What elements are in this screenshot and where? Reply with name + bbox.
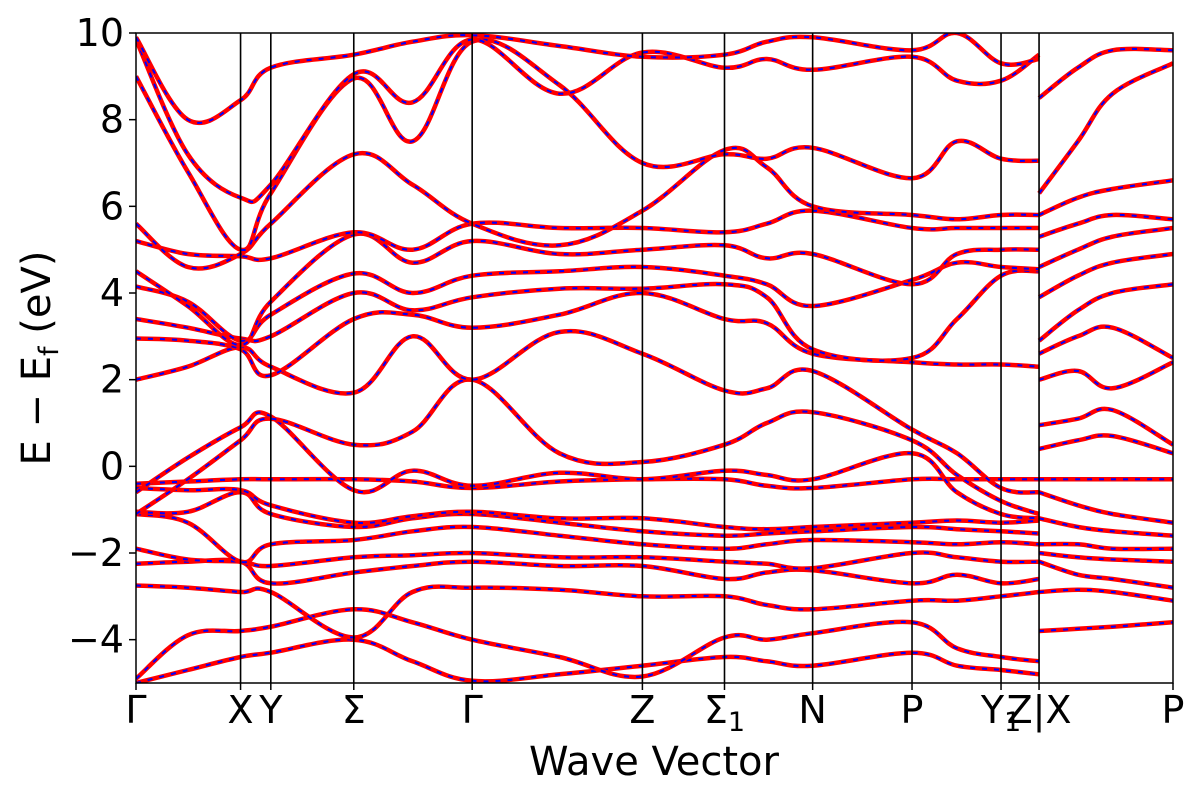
y-tick-label-0: 10 [76,11,124,55]
band-line-solid-27 [1038,490,1173,525]
band-line-dashed-4 [136,547,1040,570]
band-line-solid-36 [1038,212,1173,239]
band-line-dashed-30 [1038,407,1173,446]
kpoint-lines [239,33,1040,683]
band-line-dashed-20 [136,33,1040,124]
x-tick-label-10: Z|X [1007,688,1072,733]
y-axis-label-unit: (eV) [14,251,60,347]
band-line-solid-26 [1038,516,1173,538]
y-axis-label-sub: f [34,345,65,356]
band-line-dashed-32 [1038,325,1173,359]
band-line-dashed-31 [1038,361,1173,390]
band-line-dashed-38 [1038,62,1173,194]
band-line-solid-17 [136,145,1040,271]
x-tick-label-0: Γ [125,688,146,732]
band-line-dashed-35 [1038,227,1173,268]
band-line-dashed-5 [136,513,1040,564]
band-line-dashed-13 [136,269,1040,362]
x-tick-label-11: P [1162,688,1185,732]
y-axis-label-main: E − E [14,356,60,466]
x-axis-ticks: Γ X Y Σ Γ Z Σ1 N P Y1Z|X P [125,683,1184,738]
band-line-dashed-19 [136,38,1040,203]
band-line-dashed-6 [136,491,1040,537]
band-line-solid-24 [1038,550,1173,564]
band-line-dashed-33 [1038,283,1173,342]
band-line-dashed-29 [1038,434,1173,455]
band-line-solid-35 [1038,225,1173,270]
band-line-dashed-3 [136,558,1040,585]
band-line-solid-22 [1038,587,1173,603]
band-line-dashed-12 [136,291,1040,378]
band-lines [136,33,1173,683]
band-line-dashed-7 [136,487,1040,531]
y-tick-label-2: 6 [100,184,124,228]
band-line-dashed-36 [1038,213,1173,238]
x-tick-label-3: Σ [342,688,366,732]
band-line-solid-33 [1037,282,1173,343]
plot-frame [135,32,1174,684]
band-line-dashed-34 [1038,253,1173,299]
band-line-solid-31 [1038,360,1173,391]
band-line-solid-16 [136,208,1040,263]
band-line-dashed-23 [1038,560,1173,589]
band-line-solid-2 [136,583,1040,640]
band-line-solid-32 [1038,324,1173,361]
x-axis-label: Wave Vector [529,739,780,785]
y-tick-label-7: −4 [68,618,124,662]
band-line-solid-30 [1038,406,1173,447]
band-line-solid-29 [1038,433,1173,456]
y-tick-label-5: 0 [100,444,124,488]
x-tick-label-5: Z [629,688,655,732]
y-tick-label-4: 2 [100,358,124,402]
x-tick-label-4: Γ [462,688,483,732]
band-line-solid-37 [1038,178,1173,218]
band-line-dashed-27 [1038,491,1173,524]
band-line-dashed-0 [136,638,1040,683]
y-axis-ticks: 10 8 6 4 2 0 −2 −4 [68,11,136,662]
x-tick-label-1: X [228,688,254,732]
band-line-dashed-15 [136,232,1040,347]
band-line-dashed-39 [1038,47,1173,99]
band-line-solid-23 [1038,559,1173,590]
band-line-solid-14 [136,259,1040,343]
band-line-solid-9 [136,410,1040,521]
band-line-solid-11 [136,328,1040,495]
x-tick-label-7: N [798,688,826,732]
x-tick-label-2: Y [258,688,283,732]
band-line-solid-21 [1038,620,1173,634]
band-line-dashed-8 [136,477,1040,490]
y-axis-label: E − Ef (eV) [14,251,65,466]
band-line-solid-25 [1039,541,1173,552]
band-line-dashed-37 [1038,179,1173,216]
y-tick-label-3: 4 [100,271,124,315]
x-tick-label-8: P [901,688,924,732]
x-tick-label-6: Σ1 [704,688,745,738]
y-tick-label-1: 8 [100,98,124,142]
y-tick-label-6: −2 [68,531,124,575]
band-line-dashed-10 [136,378,1040,515]
band-line-solid-34 [1038,251,1173,300]
band-line-dashed-1 [136,608,1040,680]
x-tick-label-9: Y1 [980,688,1021,738]
